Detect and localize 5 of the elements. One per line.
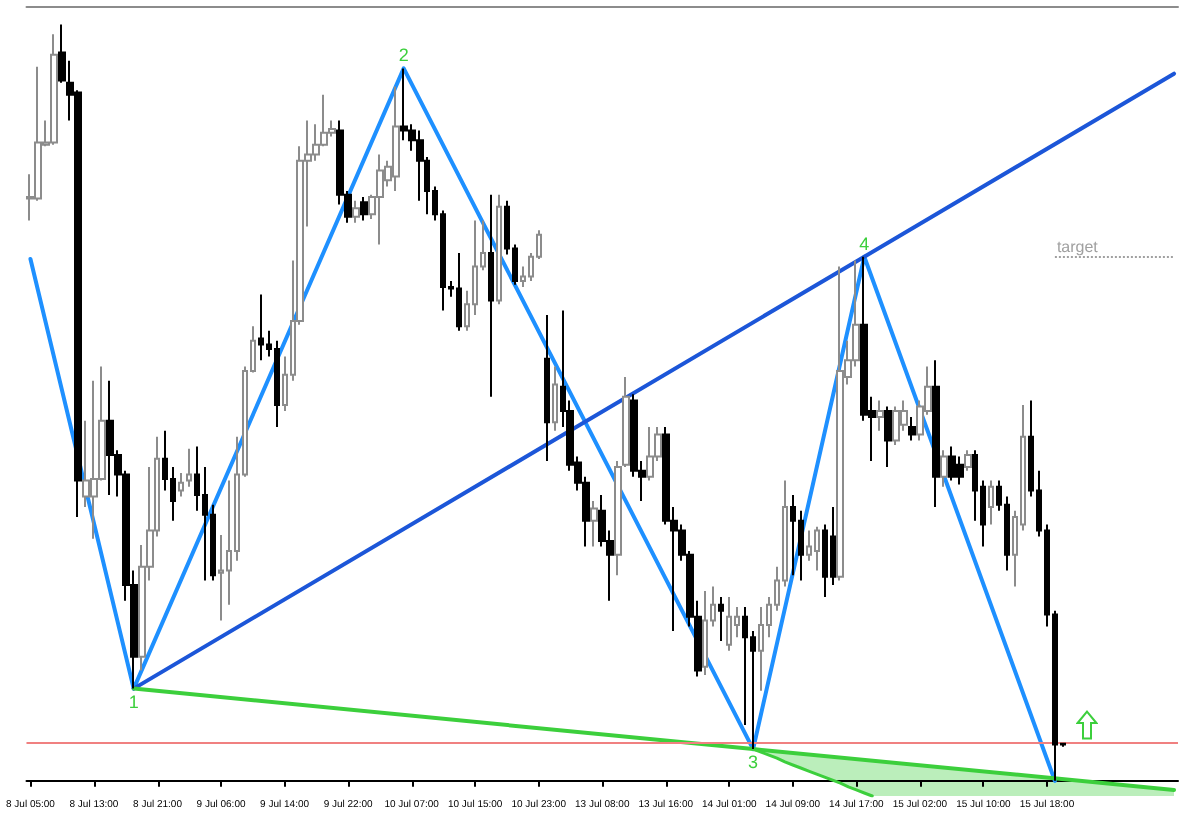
annotation: 3 [748, 752, 759, 773]
annotation: 4 [859, 233, 870, 254]
ref-line-label: target [1056, 237, 1100, 256]
annotation: 2 [398, 45, 409, 66]
annotation: 1 [128, 691, 139, 712]
